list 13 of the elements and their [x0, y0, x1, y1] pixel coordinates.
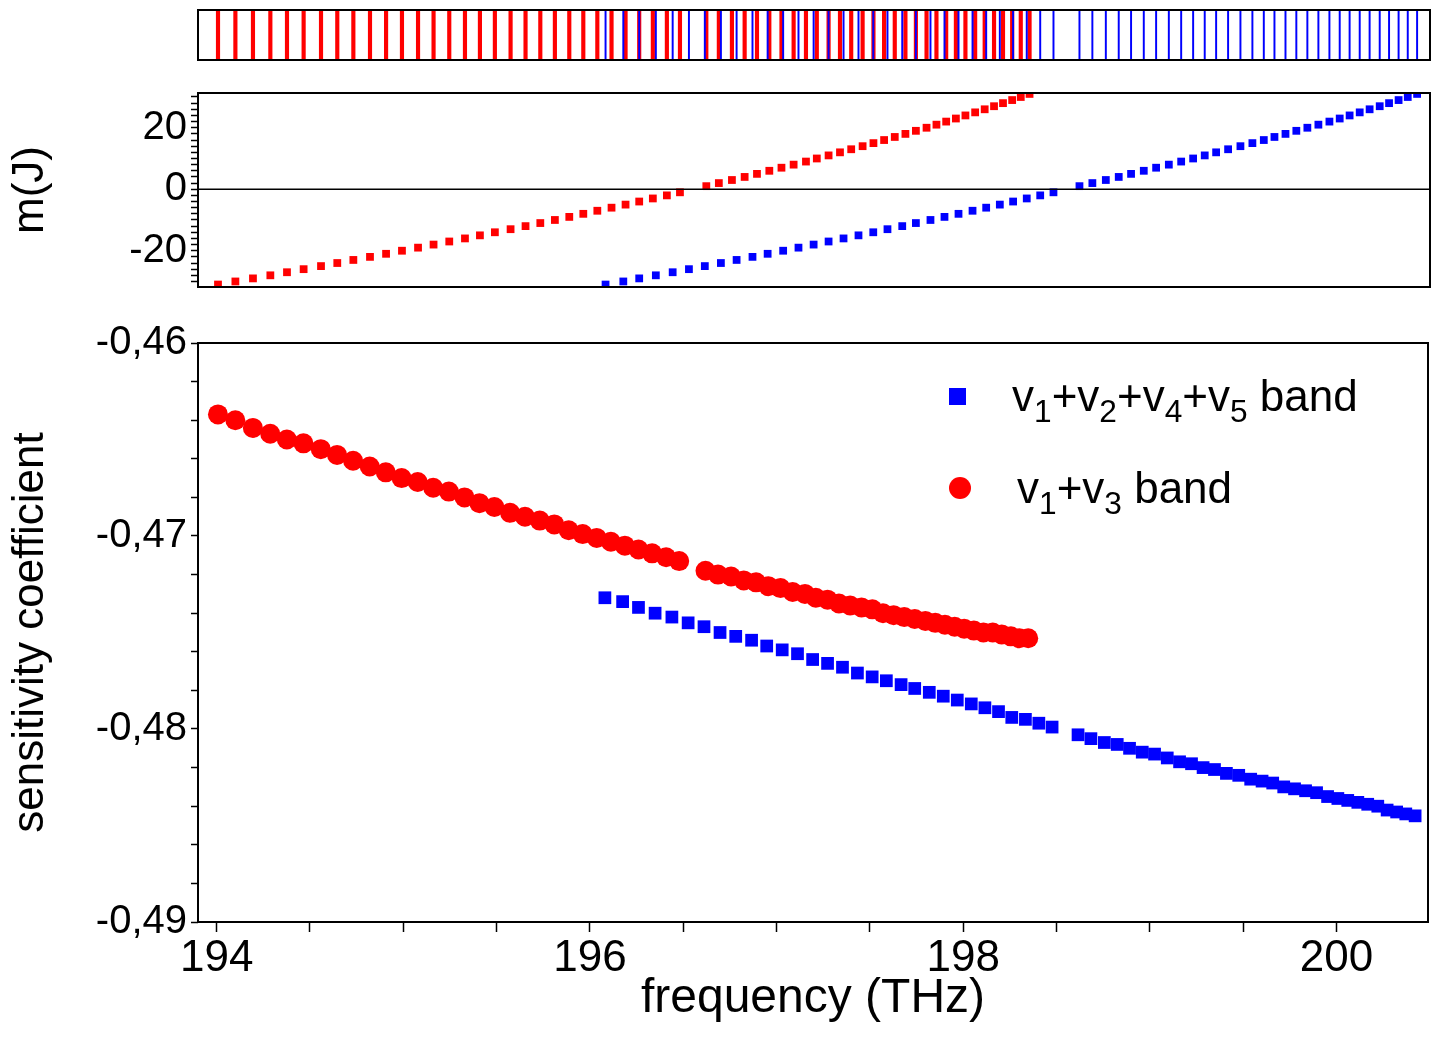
y-tick-label: 20: [142, 102, 187, 147]
y-axis-title: m(J): [2, 146, 52, 234]
y-tick-label: -20: [129, 225, 187, 270]
y-tick-label: -0,47: [95, 511, 187, 556]
text: v$_{1}$+v$_{2}$+v$_{4}$+v$_{5}$ band: [1012, 371, 1358, 430]
x-tick-label: 200: [1299, 930, 1374, 980]
y-tick-label: -0,48: [95, 704, 187, 749]
legend-label: v$_{1}$+v$_{3}$ band: [1017, 462, 1233, 521]
x-tick-label: 196: [553, 930, 627, 980]
y-axis-title: sensitivity coefficient: [2, 432, 52, 833]
y-tick-label: -0,46: [95, 318, 187, 363]
y-tick-label: -0,49: [95, 897, 187, 942]
y-tick-label: 0: [164, 164, 187, 209]
